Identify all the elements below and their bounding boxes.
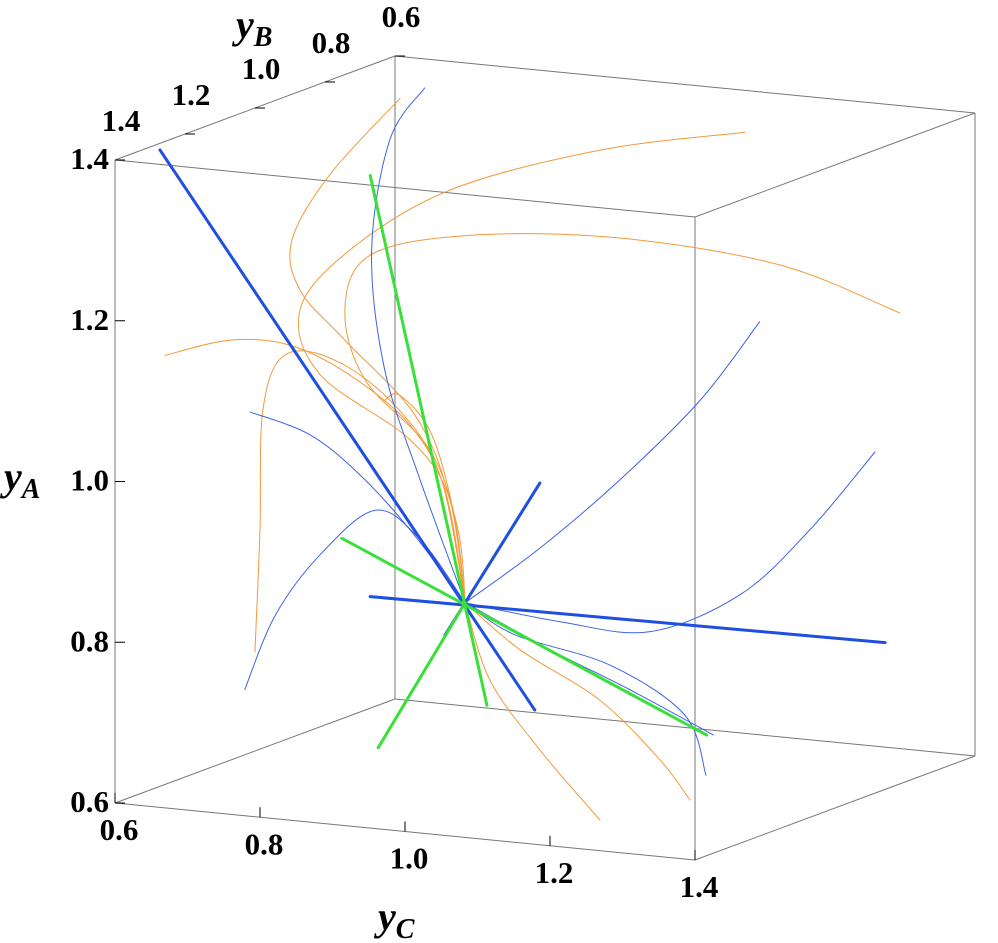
y-tick-label: 0.8 <box>312 25 351 60</box>
y-tick-label: 0.6 <box>382 0 421 34</box>
trajectory <box>464 602 691 801</box>
y-tick-label: 1.4 <box>102 103 141 138</box>
trajectory <box>297 131 746 604</box>
trajectory <box>344 233 901 604</box>
ticks: 0.6 0.8 1.0 1.2 1.4 0.6 0.8 1.0 1.2 1.4 0.6 0.8 1.0 1… <box>70 0 718 904</box>
trajectory <box>254 350 466 653</box>
trajectory <box>368 595 887 645</box>
box-edge <box>694 755 976 861</box>
trajectory <box>158 148 537 712</box>
x-tick-label: 1.2 <box>535 855 574 890</box>
trajectory <box>249 411 466 604</box>
box-edge <box>114 698 396 804</box>
x-axis-title-main: y <box>374 894 396 939</box>
z-tick-label: 1.2 <box>70 302 109 337</box>
trajectory <box>464 321 761 604</box>
curves <box>158 87 901 821</box>
z-tick-label: 0.6 <box>70 784 109 819</box>
x-tick-label: 0.6 <box>100 812 139 847</box>
x-axis-title: yC <box>374 894 415 943</box>
z-tick-label: 0.8 <box>70 623 109 658</box>
x-tick-label: 0.8 <box>245 826 284 861</box>
trajectory <box>244 509 466 691</box>
z-axis-title-sub: A <box>20 474 41 505</box>
y-axis-title: yB <box>232 2 272 53</box>
trajectory <box>340 536 709 737</box>
box-edge <box>694 112 976 218</box>
y-axis-title-sub: B <box>253 22 273 53</box>
trajectory <box>371 87 466 604</box>
trajectory <box>384 393 466 604</box>
x-axis-title-sub: C <box>396 914 415 943</box>
trajectory <box>464 602 707 776</box>
box-edge <box>114 159 696 218</box>
trajectory <box>289 97 466 604</box>
bounding-box <box>114 55 976 861</box>
x-tick-label: 1.4 <box>680 869 719 904</box>
y-axis-title-main: y <box>232 2 254 47</box>
box-edge <box>394 698 976 757</box>
z-axis-title-main: y <box>0 454 22 499</box>
trajectory <box>376 601 467 750</box>
trajectory <box>464 451 876 634</box>
y-tick-label: 1.0 <box>242 51 281 86</box>
z-tick-label: 1.0 <box>70 463 109 498</box>
trajectory <box>368 173 489 707</box>
z-tick-label: 1.4 <box>70 141 109 176</box>
z-axis-title: yA <box>0 454 40 505</box>
y-tick-label: 1.2 <box>172 77 211 112</box>
trajectory <box>464 602 601 821</box>
box-edge <box>394 55 976 114</box>
trajectory <box>164 338 466 604</box>
x-tick-label: 1.0 <box>390 841 429 876</box>
